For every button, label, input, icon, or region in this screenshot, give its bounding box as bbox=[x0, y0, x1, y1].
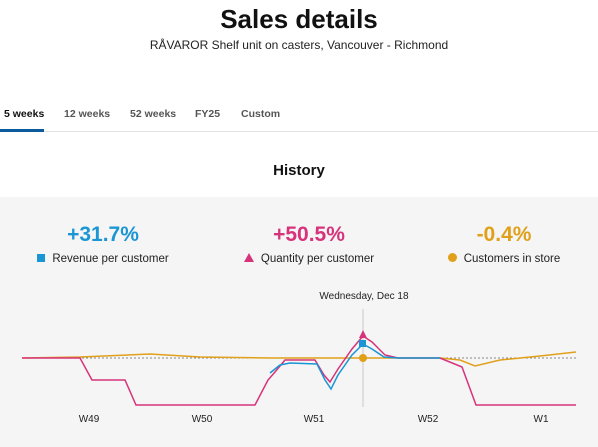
quantity-triangle-icon bbox=[243, 253, 254, 263]
customers-point-marker bbox=[359, 354, 367, 362]
kpi-revenue-label: Revenue per customer bbox=[52, 253, 169, 265]
history-title: History bbox=[273, 162, 325, 179]
kpi-customers-label: Customers in store bbox=[463, 253, 561, 265]
series-line-quantity bbox=[22, 335, 576, 406]
kpi-customers-value: -0.4% bbox=[476, 223, 532, 246]
series-line-revenue bbox=[269, 343, 440, 391]
customers-circle-icon bbox=[447, 253, 457, 263]
tab-5-weeks[interactable]: 5 weeks bbox=[4, 108, 45, 120]
period-tabs: 5 weeks 12 weeks 52 weeks FY25 Custom bbox=[0, 100, 598, 132]
quantity-point-marker bbox=[359, 330, 367, 338]
history-chart[interactable]: W49 W50 W51 W52 W1 bbox=[0, 197, 598, 447]
kpi-quantity-per-customer: +50.5% Quantity per customer bbox=[214, 223, 404, 265]
x-tick-label: W52 bbox=[418, 414, 439, 425]
kpi-revenue-per-customer: +31.7% Revenue per customer bbox=[8, 223, 198, 265]
kpi-quantity-label: Quantity per customer bbox=[260, 253, 375, 265]
active-tab-indicator bbox=[0, 129, 44, 132]
x-tick-label: W49 bbox=[79, 414, 100, 425]
page-title: Sales details bbox=[220, 4, 378, 34]
x-tick-label: W1 bbox=[534, 414, 549, 425]
tab-52-weeks[interactable]: 52 weeks bbox=[130, 108, 177, 120]
x-tick-label: W50 bbox=[192, 414, 213, 425]
series-line-customers bbox=[21, 351, 577, 367]
tab-12-weeks[interactable]: 12 weeks bbox=[64, 108, 111, 120]
page-subtitle: RÅVAROR Shelf unit on casters, Vancouver… bbox=[149, 38, 449, 52]
x-tick-label: W51 bbox=[304, 414, 325, 425]
history-panel: +31.7% Revenue per customer +50.5% Quant… bbox=[0, 197, 598, 447]
tooltip-date: Wednesday, Dec 18 bbox=[319, 291, 409, 302]
tab-fy25[interactable]: FY25 bbox=[195, 108, 221, 120]
kpi-customers-in-store: -0.4% Customers in store bbox=[409, 223, 598, 265]
kpi-revenue-value: +31.7% bbox=[67, 223, 139, 246]
x-axis: W49 W50 W51 W52 W1 bbox=[79, 414, 549, 425]
tab-custom[interactable]: Custom bbox=[241, 108, 281, 120]
revenue-square-icon bbox=[37, 253, 46, 262]
revenue-point-marker bbox=[359, 340, 366, 347]
kpi-quantity-value: +50.5% bbox=[273, 223, 345, 246]
